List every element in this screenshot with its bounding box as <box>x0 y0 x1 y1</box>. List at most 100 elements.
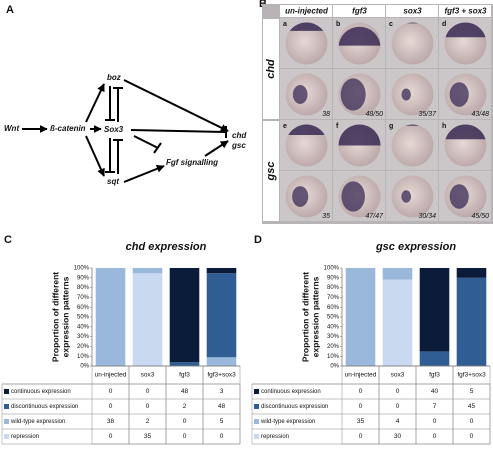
table-value: 0 <box>220 433 224 440</box>
cell-count: 43/48 <box>471 111 489 118</box>
legend-label: continuous expression <box>261 389 321 395</box>
cell-count: 48/50 <box>365 111 383 118</box>
stain <box>405 124 420 126</box>
cell-letter: h <box>442 123 446 130</box>
cell-count: 45/50 <box>471 213 489 220</box>
bar-segment <box>382 268 413 280</box>
panel-label: A <box>6 4 14 16</box>
bar-segment <box>169 362 200 366</box>
category-cell <box>452 365 491 445</box>
stain <box>292 85 308 104</box>
node: sqt <box>107 177 119 186</box>
cell-count: 35 <box>322 213 330 220</box>
legend-label: discontinuous expression <box>261 404 328 410</box>
table-value: 35 <box>144 433 152 440</box>
category-cell <box>202 365 241 445</box>
cell-letter: a <box>283 21 287 28</box>
node: ß-catenin <box>50 124 86 133</box>
node: Wnt <box>4 124 19 133</box>
y-tick-label: 90% <box>77 275 90 281</box>
x-tick-label: fgf3+sox3 <box>207 372 236 379</box>
bar-segment <box>132 268 163 274</box>
legend-label: continuous expression <box>11 389 71 395</box>
column-header-bg <box>333 5 385 17</box>
row-header-bg <box>263 121 279 221</box>
legend-label: repression <box>261 434 289 440</box>
stain <box>401 190 412 203</box>
stain <box>289 22 324 31</box>
table-value: 0 <box>359 433 363 440</box>
y-tick-label: 90% <box>327 275 340 281</box>
table-value: 30 <box>394 433 402 440</box>
cell-letter: f <box>336 123 339 130</box>
y-tick-label: 60% <box>327 305 340 311</box>
y-tick-label: 80% <box>77 285 90 291</box>
y-axis-label: Proportion of different <box>300 272 310 362</box>
cell-letter: e <box>283 123 287 130</box>
legend-label: repression <box>11 434 39 440</box>
stain <box>338 26 381 46</box>
bar-segment <box>419 351 450 366</box>
table-value: 4 <box>396 418 400 425</box>
bar-segment <box>382 279 413 366</box>
embryo <box>391 175 434 218</box>
y-tick-label: 40% <box>327 324 340 330</box>
y-tick-label: 70% <box>327 295 340 301</box>
node: boz <box>107 73 121 82</box>
x-tick-label: fgf3 <box>179 372 190 379</box>
bar-segment <box>169 268 200 363</box>
cell-count: 30/34 <box>418 213 436 220</box>
row-header: chd <box>265 59 277 79</box>
chart-title: gsc expression <box>375 241 456 253</box>
y-tick-label: 80% <box>327 285 340 291</box>
y-tick-label: 70% <box>77 295 90 301</box>
column-header-bg <box>280 5 332 17</box>
table-value: 2 <box>183 403 187 410</box>
stain <box>340 78 366 111</box>
column-header: fgf3 <box>352 7 367 16</box>
table-value: 0 <box>146 388 150 395</box>
cell-letter: g <box>389 123 393 130</box>
table-value: 7 <box>433 403 437 410</box>
y-tick-label: 20% <box>77 344 90 350</box>
table-value: 0 <box>183 433 187 440</box>
panel-a: A Wnt ß-catenin boz Sox3 sqt Fgf signall… <box>4 4 247 186</box>
legend-label: discontinuous expression <box>11 404 78 410</box>
row-header-bg <box>263 19 279 119</box>
table-value: 3 <box>220 388 224 395</box>
column-header-bg <box>439 5 491 17</box>
table-value: 0 <box>146 403 150 410</box>
cell-count: 38 <box>322 111 330 118</box>
cell-letter: c <box>389 21 393 28</box>
panel-label: C <box>4 234 12 246</box>
chart-title: chd expression <box>126 241 207 253</box>
stain <box>288 124 325 135</box>
column-header-bg <box>386 5 438 17</box>
legend-swatch <box>4 389 9 394</box>
table-value: 48 <box>181 388 189 395</box>
stain <box>445 124 486 140</box>
y-tick-label: 40% <box>77 324 90 330</box>
node: chd <box>232 131 247 140</box>
edges <box>22 79 229 183</box>
table-value: 0 <box>109 403 113 410</box>
column-header: un-injected <box>285 7 329 16</box>
stain <box>292 186 309 207</box>
x-tick-label: fgf3 <box>429 372 440 379</box>
bar-segment <box>206 273 237 358</box>
table-value: 5 <box>470 388 474 395</box>
node: gsc <box>231 141 246 150</box>
node: Sox3 <box>104 125 124 134</box>
y-tick-label: 10% <box>77 354 90 360</box>
legend-swatch <box>4 404 9 409</box>
stain <box>406 22 419 24</box>
x-tick-label: fgf3+sox3 <box>457 372 486 379</box>
y-axis-label: expression patterns <box>310 276 320 357</box>
x-tick-label: un-injected <box>345 372 377 379</box>
stain <box>445 22 486 38</box>
y-axis-label: expression patterns <box>60 276 70 357</box>
node: Fgf signalling <box>166 158 218 167</box>
table-value: 45 <box>468 403 476 410</box>
panel-label: D <box>254 234 262 246</box>
